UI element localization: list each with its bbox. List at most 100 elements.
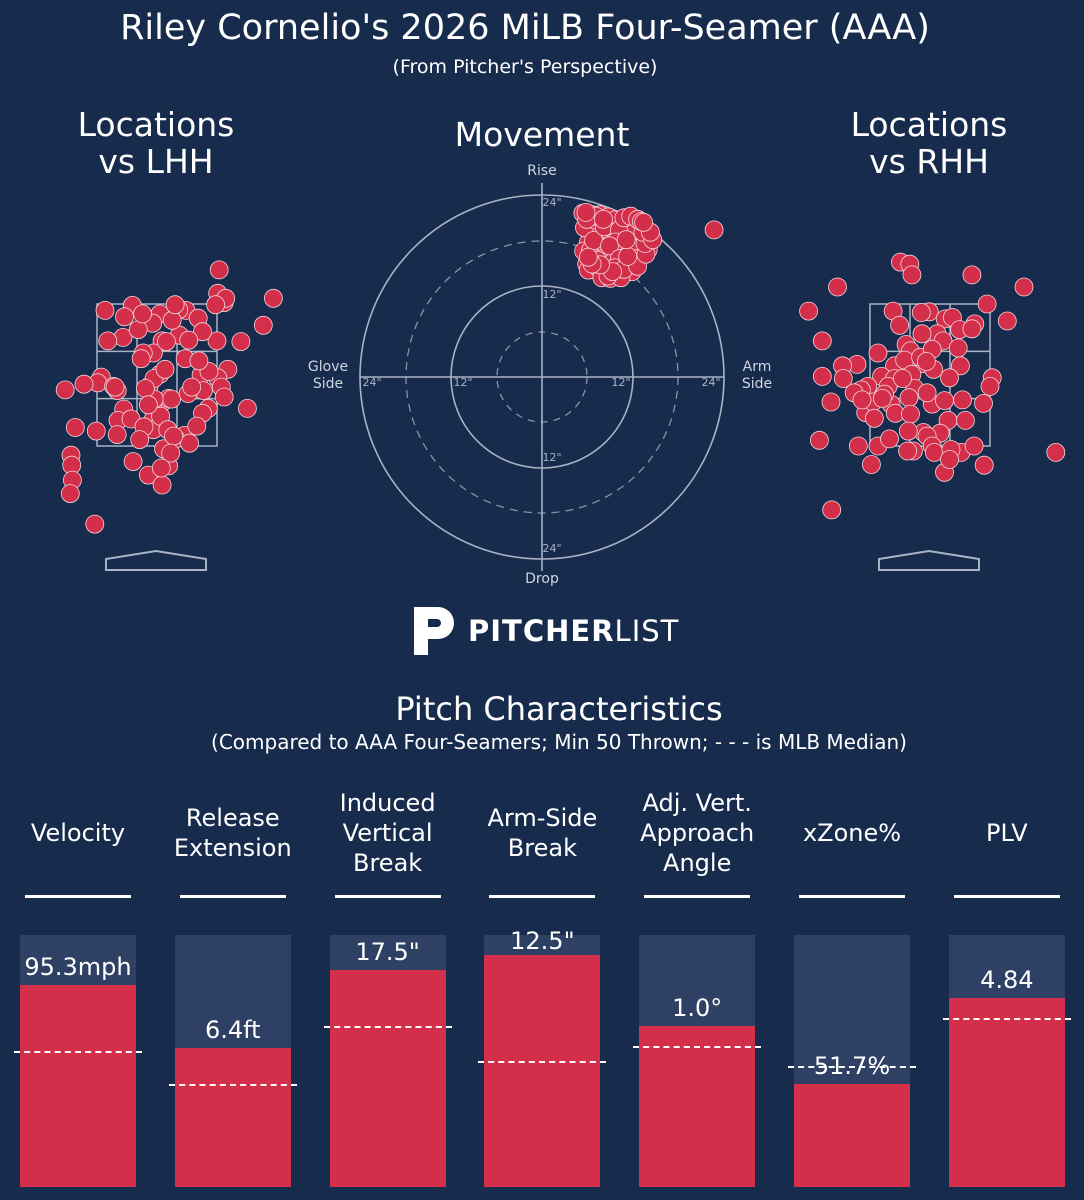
- metric-bar-background: 4.84: [942, 935, 1071, 1187]
- rhh-pitch-point: [902, 265, 922, 285]
- rhh-pitch-points: [799, 252, 1066, 520]
- lhh-pitch-point: [182, 377, 202, 397]
- rhh-pitch-point: [828, 277, 847, 297]
- ring-label-top-12: 12": [542, 288, 561, 301]
- metric-underline: [799, 895, 905, 898]
- rhh-pitch-point: [852, 390, 872, 410]
- rhh-title-line-2: vs RHH: [869, 142, 989, 181]
- lhh-pitch-point: [253, 315, 273, 335]
- movement-pitch-point: [578, 247, 598, 267]
- metric-bar: [174, 1048, 291, 1187]
- glove-side-label-2: Side: [313, 376, 343, 392]
- rhh-pitch-point: [940, 450, 959, 469]
- metric-label-line: Adj. Vert.: [642, 789, 752, 817]
- rhh-pitch-point: [893, 369, 912, 388]
- rhh-pitch-point: [1014, 277, 1034, 297]
- ring-label-bottom-12: 12": [542, 451, 561, 464]
- lhh-pitch-points: [55, 260, 283, 534]
- lhh-pitch-point: [135, 379, 155, 398]
- movement-pitch-point: [593, 209, 613, 229]
- metric-label: Adj. Vert. Approach Angle: [622, 788, 772, 878]
- mlb-median-line: [168, 1083, 297, 1086]
- rhh-pitch-point: [911, 303, 931, 322]
- metric-bar-background: 1.0°: [633, 935, 762, 1187]
- drop-label: Drop: [525, 571, 559, 587]
- lhh-pitch-point: [130, 430, 150, 450]
- lhh-pitch-point: [151, 458, 171, 478]
- metric-underline: [334, 895, 441, 898]
- metric-underline: [25, 895, 131, 898]
- movement-panel-title: Movement: [454, 115, 630, 154]
- rhh-pitch-point: [916, 352, 936, 371]
- movement-pitch-point: [618, 247, 638, 266]
- metric-bar-background: 6.4ft: [168, 935, 297, 1187]
- movement-pitch-points: [573, 203, 724, 288]
- lhh-pitch-point: [155, 359, 175, 379]
- movement-pitch-point: [634, 212, 654, 232]
- rhh-pitch-point: [868, 343, 888, 363]
- lhh-pitch-point: [156, 332, 176, 352]
- rhh-pitch-point: [964, 436, 984, 456]
- pitch-characteristics-title: Pitch Characteristics: [395, 690, 723, 728]
- metric-label: Induced Vertical Break: [313, 788, 463, 878]
- movement-pitch-point: [600, 236, 619, 256]
- rhh-pitch-point: [950, 356, 970, 376]
- rhh-title-line-1: Locations: [850, 105, 1008, 144]
- pitcherlist-logo-text: PITCHERLIST: [468, 614, 679, 648]
- lhh-pitch-point: [193, 322, 212, 342]
- metric-label-line: Release: [185, 804, 280, 832]
- ring-label-right-12: 12": [611, 376, 630, 389]
- ring-label-right-24: 24": [701, 376, 720, 389]
- ring-label-top-24: 24": [542, 196, 561, 209]
- metric-label: Release Extension: [158, 803, 308, 863]
- lhh-pitch-point: [138, 395, 158, 415]
- arm-side-label-1: Arm: [743, 359, 772, 375]
- mlb-median-line: [323, 1025, 452, 1028]
- metric-label-line: PLV: [985, 819, 1028, 847]
- mlb-median-line: [14, 1050, 142, 1053]
- metric-value-label: 6.4ft: [204, 1016, 261, 1045]
- metric-label-line: Velocity: [30, 819, 126, 847]
- lhh-panel-title: Locations vs LHH: [56, 106, 256, 180]
- lhh-pitch-point: [95, 300, 115, 320]
- rhh-pitch-point: [940, 368, 959, 388]
- metric-label-line: Break: [353, 849, 423, 877]
- metric-bar: [948, 998, 1065, 1187]
- lhh-pitch-point: [214, 387, 234, 407]
- mlb-median-line: [788, 1066, 916, 1069]
- metric-value-label: 17.5": [355, 938, 420, 967]
- metric-bar: [639, 1025, 756, 1187]
- rhh-pitch-point: [953, 390, 972, 410]
- metric-value-label: 12.5": [510, 927, 575, 955]
- metric-underline: [953, 895, 1060, 898]
- rhh-pitch-point: [898, 441, 917, 461]
- lhh-pitch-point: [123, 452, 143, 472]
- lhh-pitch-point: [179, 330, 199, 350]
- metric-bar-background: 12.5": [478, 927, 607, 1187]
- rhh-pitch-point: [862, 455, 881, 474]
- movement-pitch-point: [616, 230, 636, 250]
- ring-label-left-24: 24": [362, 376, 381, 389]
- rhh-pitch-point: [962, 319, 982, 339]
- pitch-characteristics-subtitle: (Compared to AAA Four-Seamers; Min 50 Th…: [211, 730, 907, 754]
- rhh-pitch-point: [821, 392, 841, 412]
- metric-value-label: 4.84: [980, 966, 1034, 994]
- rhh-pitch-point: [864, 408, 884, 428]
- lhh-pitch-point: [131, 349, 151, 369]
- mlb-median-line: [478, 1061, 607, 1063]
- movement-chart: Rise Drop Glove Side Arm Side 24" 12" 12…: [308, 163, 772, 587]
- lhh-pitch-point: [60, 484, 80, 504]
- rhh-pitch-point: [822, 500, 842, 520]
- lhh-home-plate: [105, 549, 207, 571]
- rhh-location-chart: [799, 252, 1066, 520]
- metric-label-line: xZone%: [802, 819, 902, 847]
- lhh-pitch-point: [86, 421, 106, 441]
- metric-underline: [489, 895, 596, 898]
- rhh-pitch-point: [917, 383, 937, 403]
- ring-label-bottom-24: 24": [542, 542, 561, 555]
- rhh-pitch-point: [812, 331, 832, 351]
- metric-label: Arm-Side Break: [467, 803, 617, 863]
- rhh-pitch-point: [880, 429, 899, 449]
- lhh-pitch-point: [55, 380, 75, 400]
- lhh-pitch-point: [187, 416, 207, 436]
